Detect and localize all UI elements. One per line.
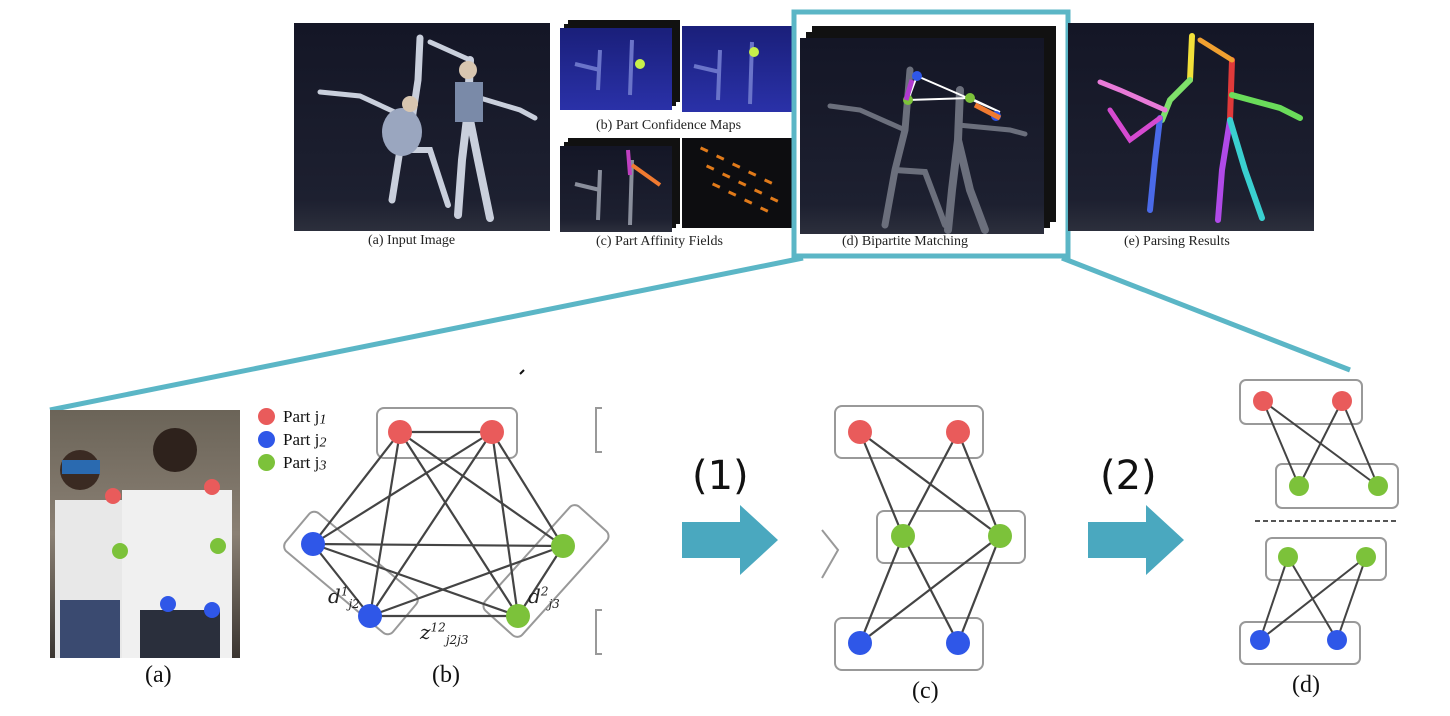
math-sub: j2j3 xyxy=(445,633,469,647)
legend-label: Part j xyxy=(283,452,320,472)
crowd-photo xyxy=(50,410,240,658)
arrow-step-1 xyxy=(682,505,778,575)
arrow-step-2 xyxy=(1088,505,1184,575)
node-red-1 xyxy=(388,420,412,444)
confidence-map-stack-2 xyxy=(682,26,794,112)
legend-sub: 1 xyxy=(319,411,327,428)
legend-label: Part j xyxy=(283,406,320,426)
math-sub: j3 xyxy=(548,597,560,611)
math-sup: 2 xyxy=(540,584,549,599)
legend-dot-blue xyxy=(258,431,275,448)
caption-parsing-results: (e) Parsing Results xyxy=(1124,234,1230,249)
node-blue-2 xyxy=(358,604,382,628)
caption-bottom-c: (c) xyxy=(912,678,939,704)
legend-sub: 2 xyxy=(319,434,327,451)
math-base: d xyxy=(528,584,541,608)
zoom-connector-left xyxy=(49,255,804,413)
edge-label-d2: d2j3 xyxy=(528,584,560,611)
group-box-left xyxy=(283,510,419,636)
legend-dot-red xyxy=(258,408,275,425)
caption-bipartite-matching: (d) Bipartite Matching xyxy=(842,234,968,249)
affinity-field-zoom xyxy=(682,138,794,228)
step-label-1: (1) xyxy=(692,453,749,499)
caption-input-image: (a) Input Image xyxy=(368,233,456,248)
math-sup: 1 xyxy=(340,584,349,599)
math-sub: j2 xyxy=(348,597,360,611)
group-box-red xyxy=(376,407,518,459)
caption-affinity-fields: (c) Part Affinity Fields xyxy=(596,234,723,249)
node-blue-1 xyxy=(301,532,325,556)
node-green-1 xyxy=(551,534,575,558)
caption-confidence-maps: (b) Part Confidence Maps xyxy=(596,118,742,133)
bracket-fragments xyxy=(519,369,840,655)
zoom-connector-right xyxy=(1061,255,1351,373)
caption-bottom-a: (a) xyxy=(145,662,172,688)
edge-label-z12: z12j2j3 xyxy=(420,620,469,647)
node-red-2 xyxy=(480,420,504,444)
affinity-field-stack-1 xyxy=(560,138,680,232)
caption-bottom-d: (d) xyxy=(1292,672,1320,698)
legend-label: Part j xyxy=(283,429,320,449)
legend-sub: 3 xyxy=(319,457,327,474)
node-green-2 xyxy=(506,604,530,628)
group-box-right xyxy=(482,504,610,638)
graph-b xyxy=(283,407,610,638)
dancer-silhouettes xyxy=(317,34,538,222)
graph-c xyxy=(834,405,1026,671)
confidence-map-stack-1 xyxy=(560,20,680,110)
c-box-green xyxy=(876,510,1026,564)
graph-d xyxy=(1239,379,1399,665)
caption-bottom-b: (b) xyxy=(432,662,460,688)
math-base: d xyxy=(328,584,341,608)
edge-label-d1: d1j2 xyxy=(328,584,360,611)
math-base: z xyxy=(420,620,431,644)
legend-dot-green xyxy=(258,454,275,471)
input-image xyxy=(294,23,550,231)
bipartite-matching-stack xyxy=(800,26,1056,234)
c-box-blue xyxy=(834,617,984,671)
step-label-2: (2) xyxy=(1100,453,1157,499)
math-sup: 12 xyxy=(430,620,446,635)
parsing-results-image xyxy=(1068,23,1314,231)
c-box-red xyxy=(834,405,984,459)
